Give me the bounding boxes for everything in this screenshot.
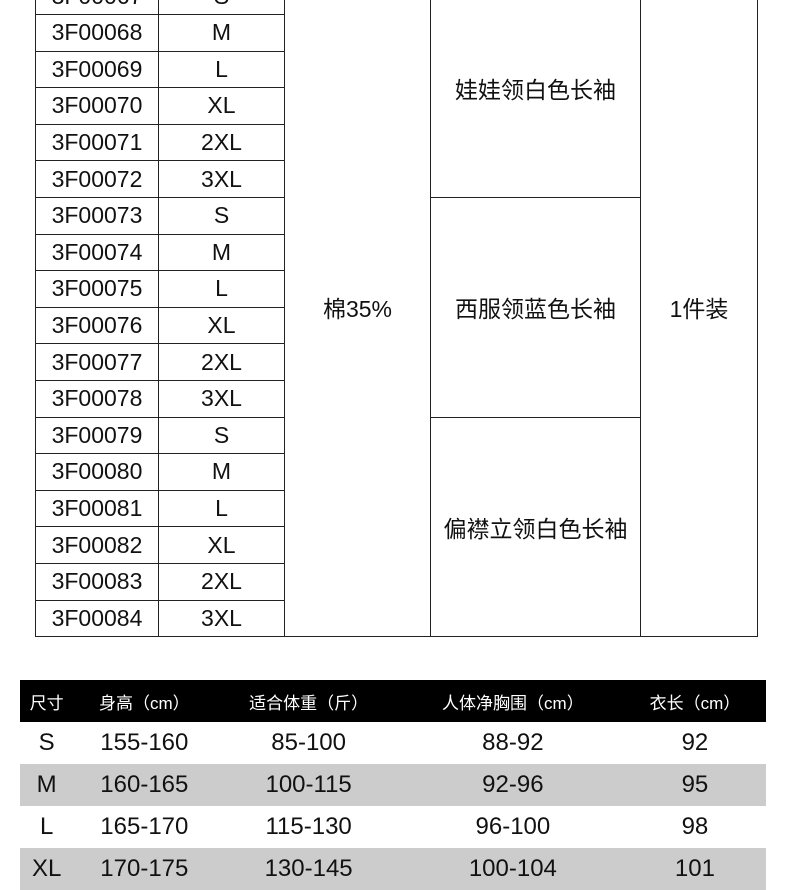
- size-cell: 98: [681, 813, 709, 840]
- style-cell: 西服领蓝色长袖: [430, 196, 641, 418]
- product-code: 3F00082: [35, 526, 159, 564]
- product-code: 3F00070: [35, 87, 159, 125]
- product-code: 3F00074: [35, 233, 159, 272]
- product-size: 3XL: [158, 379, 285, 418]
- spec-row: 3F00076 XL: [35, 306, 758, 345]
- size-cell: 100-115: [215, 764, 402, 806]
- size-cell: L: [39, 813, 54, 840]
- product-code: 3F00073: [35, 196, 159, 235]
- spec-row: 3F00081 L: [35, 489, 758, 528]
- column-header: 尺寸: [20, 680, 74, 722]
- material-cell: 棉35%: [284, 0, 431, 638]
- product-code: 3F00072: [35, 160, 159, 198]
- product-size: S: [158, 416, 285, 455]
- pack-cell: 1件装: [640, 0, 758, 638]
- product-code: 3F00080: [35, 453, 159, 491]
- product-code: 3F00078: [35, 379, 159, 418]
- spec-row: 3F00083 2XL: [35, 562, 758, 601]
- size-cell: 100-104: [401, 848, 624, 890]
- style-cell: 偏襟立领白色长袖: [430, 416, 641, 638]
- size-cell: 130-145: [215, 848, 402, 890]
- product-size: S: [158, 196, 285, 235]
- size-cell: 165-170: [100, 813, 189, 840]
- product-size: 3XL: [158, 160, 285, 198]
- product-code: 3F00084: [35, 599, 159, 638]
- spec-row: 3F00078 3XL: [35, 379, 758, 418]
- product-code: 3F00077: [35, 343, 159, 381]
- product-size: M: [158, 14, 285, 52]
- size-cell: 92: [681, 729, 709, 756]
- product-size: S: [158, 0, 285, 15]
- product-code: 3F00075: [35, 270, 159, 308]
- size-chart-table: 尺寸 身高（cm） 适合体重（斤） 人体净胸围（cm） 衣长（cm） S 155-160 8…: [20, 680, 766, 890]
- spec-row: 3F00080 M: [35, 453, 758, 491]
- spec-row: 3F00068 M: [35, 14, 758, 52]
- product-code: 3F00083: [35, 562, 159, 601]
- product-size: M: [158, 233, 285, 272]
- spec-row: 3F00079 S 偏襟立领白色长袖: [35, 416, 758, 638]
- spec-row: 3F00074 M: [35, 233, 758, 272]
- size-cell: 155-160: [100, 729, 189, 756]
- product-code: 3F00071: [35, 123, 159, 162]
- spec-row: 3F00084 3XL: [35, 599, 758, 638]
- spec-row: 3F00075 L: [35, 270, 758, 308]
- size-cell: 95: [623, 764, 766, 806]
- product-size: 2XL: [158, 562, 285, 601]
- product-size: XL: [158, 87, 285, 125]
- product-code: 3F00079: [35, 416, 159, 455]
- product-code: 3F00081: [35, 489, 159, 528]
- style-cell: 娃娃领白色长袖: [430, 0, 641, 198]
- spec-row: 3F00070 XL: [35, 87, 758, 125]
- size-cell: XL: [20, 848, 74, 890]
- product-size: L: [158, 270, 285, 308]
- product-code: 3F00068: [35, 14, 159, 52]
- product-size: 2XL: [158, 123, 285, 162]
- product-size: 3XL: [158, 599, 285, 638]
- spec-row: 3F00069 L: [35, 50, 758, 89]
- product-size: M: [158, 453, 285, 491]
- size-cell: M: [20, 764, 74, 806]
- product-code: 3F00076: [35, 306, 159, 345]
- size-row: XL 170-175 130-145 100-104 101: [20, 848, 766, 890]
- column-header: 衣长（cm）: [623, 680, 766, 722]
- spec-row: 3F00073 S 西服领蓝色长袖: [35, 196, 758, 418]
- column-header: 人体净胸围（cm）: [401, 680, 624, 722]
- size-cell: 160-165: [73, 764, 216, 806]
- size-cell: 170-175: [73, 848, 216, 890]
- size-row: M 160-165 100-115 92-96 95: [20, 764, 766, 806]
- size-cell: S: [38, 729, 55, 756]
- product-size: XL: [158, 526, 285, 564]
- size-cell: 85-100: [271, 729, 346, 756]
- size-cell: 88-92: [482, 729, 544, 756]
- product-code: 3F00067: [35, 0, 159, 15]
- product-size: L: [158, 489, 285, 528]
- product-spec-table: 3F00067S棉35%娃娃领白色长袖1件装3F00068M3F00069L3F…: [35, 0, 758, 638]
- size-cell: 115-130: [265, 813, 352, 840]
- size-cell: 92-96: [401, 764, 624, 806]
- column-header: 适合体重（斤）: [215, 680, 402, 722]
- size-row: S 155-160 85-100 88-92 92: [20, 722, 766, 764]
- product-size: L: [158, 50, 285, 89]
- size-chart-header: 尺寸 身高（cm） 适合体重（斤） 人体净胸围（cm） 衣长（cm）: [20, 680, 766, 722]
- size-row: L 165-170 115-130 96-100 98: [20, 806, 766, 848]
- size-cell: 101: [623, 848, 766, 890]
- spec-row: 3F00082 XL: [35, 526, 758, 564]
- column-header: 身高（cm）: [73, 680, 216, 722]
- product-size: 2XL: [158, 343, 285, 381]
- product-code: 3F00069: [35, 50, 159, 89]
- spec-row: 3F00071 2XL: [35, 123, 758, 162]
- product-size: XL: [158, 306, 285, 345]
- size-cell: 96-100: [475, 813, 551, 840]
- spec-row: 3F00072 3XL: [35, 160, 758, 198]
